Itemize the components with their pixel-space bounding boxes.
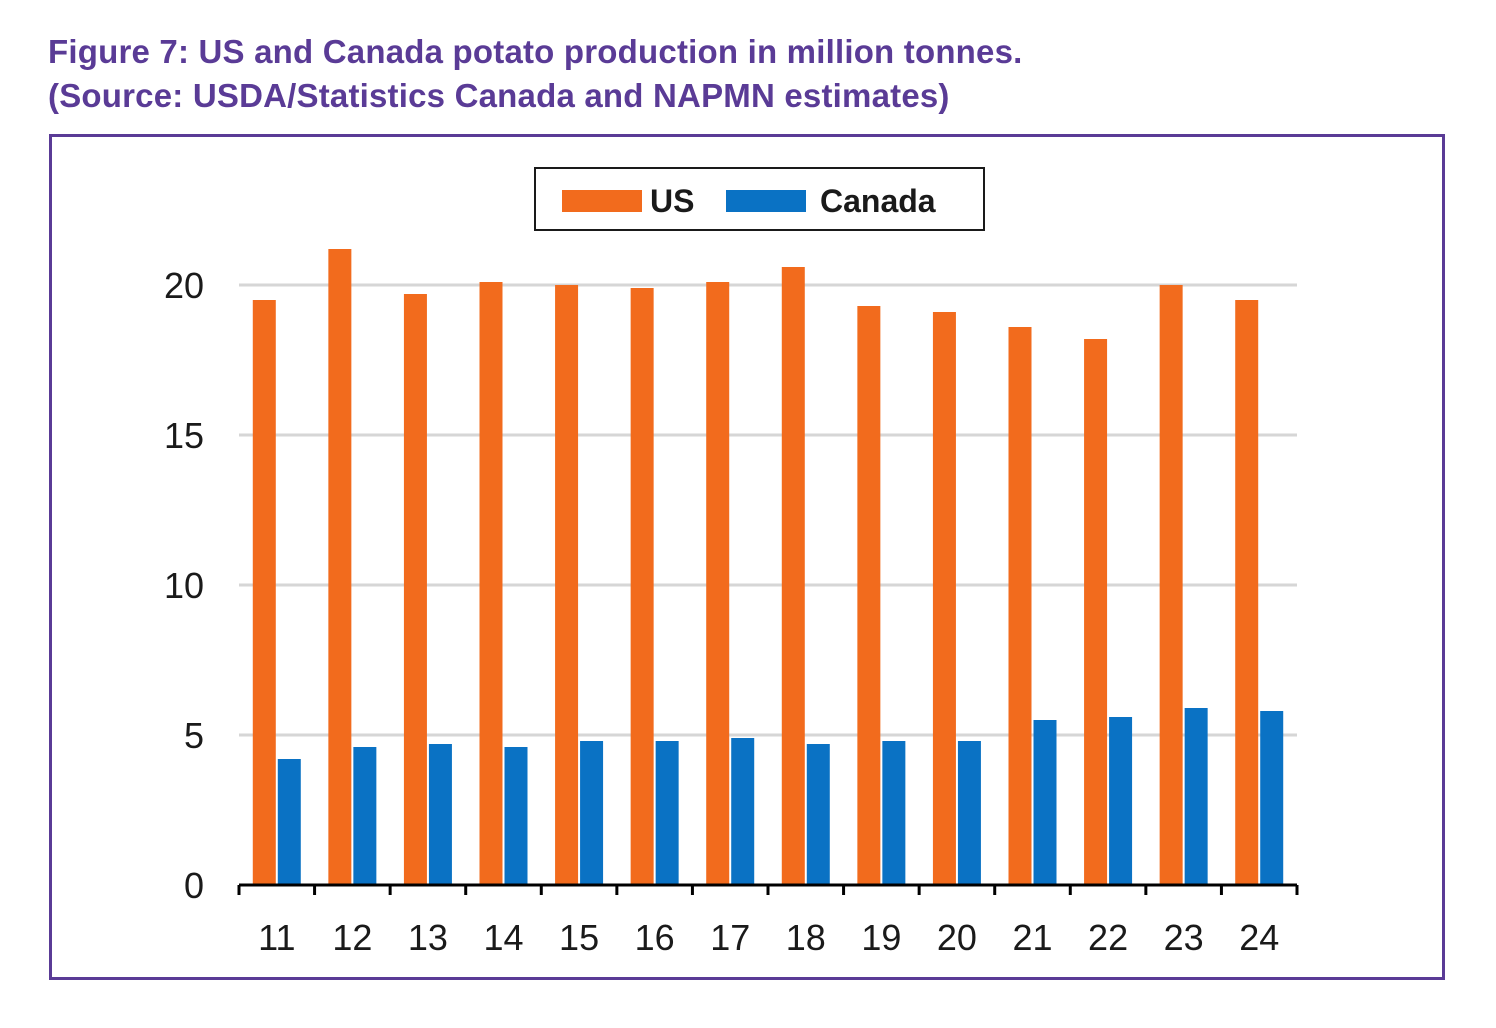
x-tick-label: 21: [1012, 917, 1052, 958]
bar-us-13: [403, 294, 427, 885]
title-line-2: (Source: USDA/Statistics Canada and NAPM…: [48, 77, 950, 114]
x-tick-label: 17: [710, 917, 750, 958]
bar-us-15: [555, 285, 579, 885]
bar-canada-12: [353, 747, 377, 885]
x-tick-label: 24: [1239, 917, 1279, 958]
bar-us-11: [252, 300, 276, 885]
legend-us-label: US: [650, 183, 694, 219]
bar-canada-24: [1260, 711, 1284, 885]
chart-frame: [49, 134, 1445, 980]
x-tick-label: 18: [786, 917, 826, 958]
x-tick-label: 22: [1088, 917, 1128, 958]
x-tick-label: 12: [332, 917, 372, 958]
y-tick-labels: 0 5 10 15 20: [164, 265, 204, 906]
bar-us-19: [857, 306, 881, 885]
legend-us-swatch: [562, 190, 642, 212]
y-tick-label: 10: [164, 565, 204, 606]
bar-canada-16: [655, 741, 679, 885]
bar-canada-21: [1033, 720, 1057, 885]
x-tick-label: 15: [559, 917, 599, 958]
title-line-1: Figure 7: US and Canada potato productio…: [48, 33, 1023, 70]
x-tick-label: 23: [1164, 917, 1204, 958]
bar-canada-17: [731, 738, 755, 885]
legend-canada-swatch: [726, 190, 806, 212]
bar-us-18: [781, 267, 805, 885]
bar-canada-14: [504, 747, 528, 885]
bar-canada-18: [806, 744, 830, 885]
x-tick-label: 14: [483, 917, 523, 958]
bar-us-12: [328, 249, 352, 885]
bar-us-16: [630, 288, 654, 885]
bar-canada-20: [957, 741, 981, 885]
y-tick-label: 0: [184, 865, 204, 906]
x-tick-label: 13: [408, 917, 448, 958]
bar-us-14: [479, 282, 503, 885]
bar-us-17: [706, 282, 730, 885]
bar-us-21: [1008, 327, 1032, 885]
bar-canada-13: [428, 744, 452, 885]
bar-canada-19: [882, 741, 906, 885]
x-tick-label: 19: [861, 917, 901, 958]
gridlines: [239, 283, 1297, 737]
bar-canada-15: [580, 741, 604, 885]
bars: [252, 249, 1284, 885]
x-tick-label: 20: [937, 917, 977, 958]
y-tick-label: 5: [184, 715, 204, 756]
bar-canada-22: [1109, 717, 1133, 885]
bar-us-22: [1084, 339, 1108, 885]
bar-us-20: [932, 312, 956, 885]
figure-title: Figure 7: US and Canada potato productio…: [48, 30, 1023, 118]
bar-us-24: [1235, 300, 1259, 885]
bar-canada-11: [277, 759, 301, 885]
legend-canada-label: Canada: [820, 183, 936, 219]
bar-canada-23: [1184, 708, 1208, 885]
bar-us-23: [1159, 285, 1183, 885]
legend: US Canada: [534, 167, 985, 231]
y-tick-label: 15: [164, 415, 204, 456]
x-tick-label: 11: [258, 917, 295, 958]
x-tick-label: 16: [635, 917, 675, 958]
x-tick-labels: 11 12 13 14 15 16 17 18 19 20 21 22 23 24: [258, 917, 1279, 958]
x-axis: [237, 883, 1299, 895]
y-tick-label: 20: [164, 265, 204, 306]
